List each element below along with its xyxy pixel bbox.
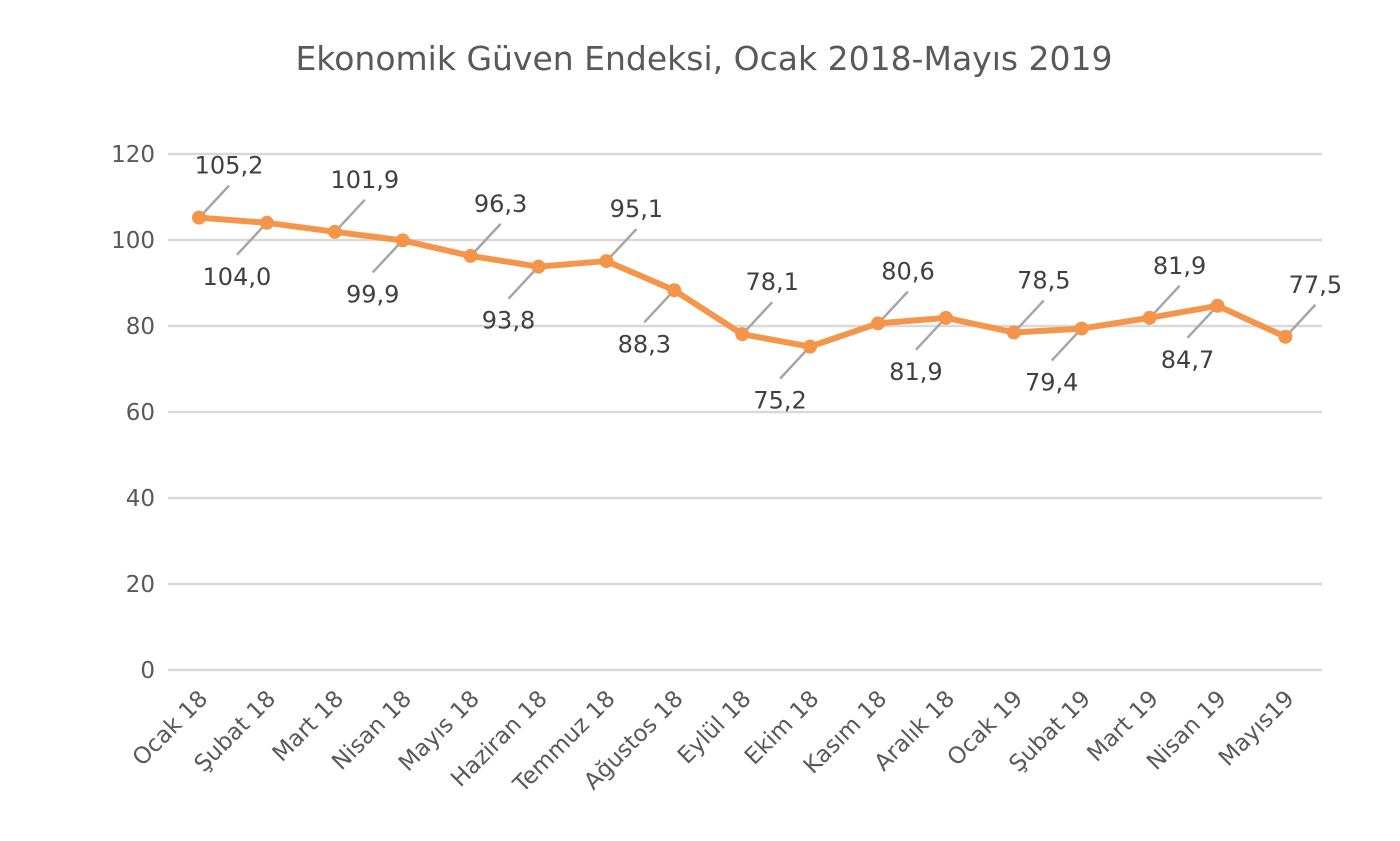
data-label-leader bbox=[1015, 299, 1045, 331]
y-tick-label-20: 20 bbox=[126, 572, 155, 598]
data-label-leader bbox=[643, 292, 673, 324]
data-label: 99,9 bbox=[346, 280, 399, 308]
data-label-leader bbox=[880, 290, 909, 322]
data-point bbox=[463, 248, 478, 263]
y-tick-label-60: 60 bbox=[126, 400, 155, 426]
y-tick-label-120: 120 bbox=[111, 142, 155, 168]
data-label-leader bbox=[472, 223, 502, 254]
data-label-leader bbox=[1186, 307, 1216, 339]
data-label-leader bbox=[608, 228, 638, 259]
data-point bbox=[1210, 298, 1225, 313]
data-point bbox=[1278, 329, 1293, 344]
data-label: 81,9 bbox=[889, 358, 942, 386]
data-points bbox=[192, 210, 1293, 354]
y-tick-label-0: 0 bbox=[140, 658, 155, 684]
data-point bbox=[1074, 321, 1089, 336]
data-point bbox=[531, 259, 546, 274]
data-label-leader bbox=[744, 301, 774, 333]
y-tick-label-100: 100 bbox=[111, 228, 155, 254]
data-point bbox=[667, 283, 682, 298]
y-axis-ticks: 0 20 40 60 80 100 120 bbox=[111, 142, 155, 684]
data-label-leader bbox=[1151, 284, 1181, 316]
y-tick-label-80: 80 bbox=[126, 314, 155, 340]
data-label: 79,4 bbox=[1025, 369, 1078, 397]
data-label: 105,2 bbox=[195, 152, 264, 180]
y-tick-label-40: 40 bbox=[126, 486, 155, 512]
data-label-leader bbox=[914, 319, 944, 351]
data-point bbox=[938, 310, 953, 325]
data-label: 84,7 bbox=[1161, 346, 1214, 374]
data-label: 77,5 bbox=[1289, 271, 1342, 299]
x-category-label: Mayıs19 bbox=[1214, 686, 1300, 772]
data-label-leaders bbox=[201, 184, 1317, 380]
data-point bbox=[1006, 325, 1021, 340]
grid-lines bbox=[168, 152, 1322, 672]
data-point bbox=[1142, 310, 1157, 325]
data-label: 93,8 bbox=[482, 307, 535, 335]
data-label: 80,6 bbox=[881, 257, 934, 285]
data-point bbox=[735, 327, 750, 342]
data-label-leader bbox=[507, 268, 537, 300]
data-point bbox=[327, 224, 342, 239]
data-labels: 105,2 104,0 101,9 99,9 96,3 93,8 95,1 88,3 78,1 7… bbox=[195, 152, 1342, 415]
data-label-leader bbox=[371, 242, 401, 274]
data-point bbox=[599, 254, 614, 269]
data-label-leader bbox=[779, 348, 809, 380]
data-label: 78,5 bbox=[1017, 266, 1070, 294]
data-label-leader bbox=[336, 198, 366, 230]
data-label: 88,3 bbox=[618, 330, 671, 358]
data-label-leader bbox=[201, 184, 230, 216]
data-point bbox=[803, 339, 818, 354]
data-label: 96,3 bbox=[474, 190, 527, 218]
data-point bbox=[395, 233, 410, 248]
data-point bbox=[871, 316, 885, 331]
data-label: 104,0 bbox=[203, 263, 272, 291]
data-label: 75,2 bbox=[753, 387, 806, 415]
data-label: 78,1 bbox=[745, 268, 798, 296]
data-label: 81,9 bbox=[1153, 252, 1206, 280]
data-label-leader bbox=[235, 224, 265, 256]
data-label: 95,1 bbox=[610, 195, 663, 223]
chart-title: Ekonomik Güven Endeksi, Ocak 2018-Mayıs … bbox=[295, 39, 1112, 78]
data-label-leader bbox=[1050, 330, 1080, 362]
data-label: 101,9 bbox=[330, 166, 399, 194]
data-point bbox=[192, 210, 206, 225]
data-point bbox=[259, 215, 274, 230]
data-label-leader bbox=[1287, 303, 1317, 335]
